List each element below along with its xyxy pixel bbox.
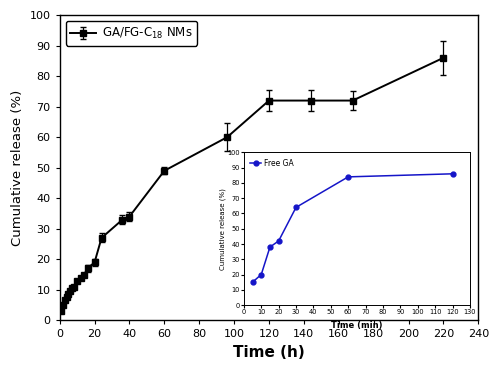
X-axis label: Time (h): Time (h) — [233, 345, 305, 360]
Y-axis label: Cumulative release (%): Cumulative release (%) — [11, 89, 24, 246]
Legend: GA/FG-C$_{18}$ NMs: GA/FG-C$_{18}$ NMs — [66, 21, 198, 46]
